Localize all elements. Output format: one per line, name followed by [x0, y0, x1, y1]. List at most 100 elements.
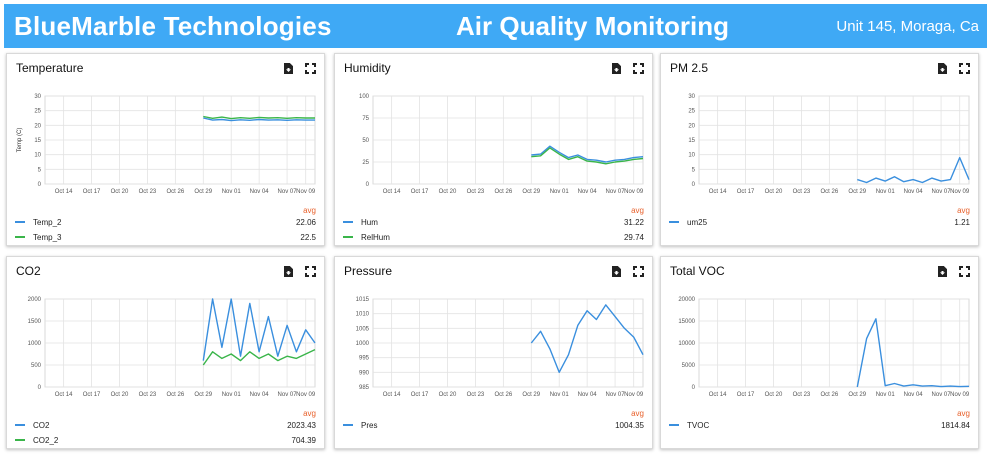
download-icon[interactable] [938, 63, 947, 74]
legend-avg-value: 704.39 [291, 435, 316, 445]
y-tick-label: 100 [359, 94, 370, 100]
legend-item[interactable]: Pres 1004.35 [343, 419, 644, 431]
x-tick-label: Oct 29 [522, 189, 540, 195]
header-banner: BlueMarble Technologies Air Quality Moni… [4, 4, 987, 48]
y-tick-label: 5000 [682, 363, 696, 369]
x-tick-label: Oct 20 [765, 392, 783, 398]
y-tick-label: 1005 [356, 326, 370, 332]
legend-series-name: Hum [361, 217, 378, 227]
x-tick-label: Nov 04 [904, 189, 924, 195]
x-tick-label: Nov 09 [950, 392, 970, 398]
chart-panel: Pressure 985 990 995 1000 1005 1010 1015 Oct 14 O… [334, 256, 653, 449]
series-line-pres [530, 304, 644, 373]
legend-swatch [669, 221, 679, 223]
x-tick-label: Oct 26 [167, 392, 185, 398]
legend-avg-value: 22.5 [300, 232, 316, 242]
download-icon[interactable] [612, 63, 621, 74]
x-tick-label: Oct 14 [709, 189, 727, 195]
y-tick-label: 1500 [28, 319, 42, 325]
x-tick-label: Nov 09 [624, 392, 644, 398]
download-icon[interactable] [938, 266, 947, 277]
x-tick-label: Oct 23 [793, 189, 811, 195]
legend-item[interactable]: RelHum 29.74 [343, 231, 644, 243]
chart-plot: 0 5 10 15 20 25 30 Oct 14 Oct 17 Oct 20 Oct 23 Oct … [17, 94, 316, 195]
fullscreen-icon[interactable] [633, 266, 644, 277]
panel-title: Temperature [16, 61, 84, 75]
legend-avg-value: 29.74 [623, 232, 644, 242]
y-tick-label: 985 [359, 385, 370, 391]
chart-plot: 0 500 1000 1500 2000 Oct 14 Oct 17 Oct 20 Oct 23… [28, 297, 316, 398]
legend-item[interactable]: Temp_3 22.5 [15, 231, 316, 243]
x-tick-label: Nov 01 [550, 392, 570, 398]
legend-swatch [15, 439, 25, 441]
panel-title: CO2 [16, 264, 41, 278]
legend-avg-value: 1.21 [954, 217, 970, 227]
legend-series-name: CO2_2 [33, 435, 59, 445]
x-tick-label: Oct 20 [765, 189, 783, 195]
legend-item[interactable]: um25 1.21 [669, 216, 970, 228]
chart-plot: 0 5000 10000 15000 20000 Oct 14 Oct 17 Oct 20 Oc… [678, 297, 970, 398]
panel-actions [284, 63, 316, 74]
legend-item[interactable]: TVOC 1814.84 [669, 419, 970, 431]
download-icon[interactable] [284, 63, 293, 74]
chart-panel: Humidity 0 25 50 75 100 Oct 14 Oct 17 Oct 20 Oct … [334, 53, 653, 246]
panel-title: Pressure [344, 264, 393, 278]
fullscreen-icon[interactable] [633, 63, 644, 74]
y-tick-label: 25 [688, 109, 695, 115]
y-tick-label: 995 [359, 356, 370, 362]
legend-series-name: TVOC [687, 420, 710, 430]
download-icon[interactable] [612, 266, 621, 277]
x-tick-label: Oct 20 [439, 392, 457, 398]
page-title: Air Quality Monitoring [456, 11, 729, 41]
legend-swatch [669, 424, 679, 426]
download-icon[interactable] [284, 266, 293, 277]
y-tick-label: 990 [359, 370, 370, 376]
panel-actions [612, 266, 644, 277]
panel-actions [938, 63, 970, 74]
legend-swatch [343, 221, 353, 223]
x-tick-label: Oct 26 [821, 189, 839, 195]
series-line-relhum [531, 147, 644, 165]
x-tick-label: Nov 04 [250, 392, 270, 398]
y-axis-label: Temp (C) [17, 128, 23, 153]
y-tick-label: 10000 [678, 341, 695, 347]
y-tick-label: 50 [362, 138, 369, 144]
brand-name: BlueMarble Technologies [14, 11, 332, 41]
x-tick-label: Nov 04 [578, 392, 598, 398]
y-tick-label: 2000 [28, 297, 42, 303]
x-tick-label: Nov 07 [278, 189, 298, 195]
x-tick-label: Oct 14 [383, 189, 401, 195]
x-tick-label: Oct 23 [467, 189, 485, 195]
x-tick-label: Oct 14 [55, 189, 73, 195]
fullscreen-icon[interactable] [959, 63, 970, 74]
series-line-temp-3 [203, 115, 315, 120]
x-tick-label: Nov 09 [296, 189, 316, 195]
legend-series-name: CO2 [33, 420, 50, 430]
y-tick-label: 20 [34, 123, 41, 129]
x-tick-label: Oct 23 [793, 392, 811, 398]
legend-item[interactable]: CO2 2023.43 [15, 419, 316, 431]
legend-item[interactable]: Hum 31.22 [343, 216, 644, 228]
chart-plot: 0 25 50 75 100 Oct 14 Oct 17 Oct 20 Oct 23 Oct 26… [359, 94, 644, 195]
y-tick-label: 75 [362, 116, 369, 122]
fullscreen-icon[interactable] [305, 63, 316, 74]
legend-swatch [15, 221, 25, 223]
fullscreen-icon[interactable] [305, 266, 316, 277]
series-line-co2-2 [202, 348, 316, 366]
x-tick-label: Nov 07 [278, 392, 298, 398]
legend-avg-header: avg [631, 409, 644, 418]
series-line-temp-2 [203, 117, 315, 122]
y-tick-label: 0 [692, 182, 696, 188]
legend-series-name: Temp_3 [33, 232, 62, 242]
legend-item[interactable]: Temp_2 22.06 [15, 216, 316, 228]
y-tick-label: 500 [31, 363, 42, 369]
legend-avg-value: 1814.84 [941, 420, 970, 430]
x-tick-label: Nov 01 [222, 189, 242, 195]
y-tick-label: 0 [692, 385, 696, 391]
legend-item[interactable]: CO2_2 704.39 [15, 434, 316, 446]
x-tick-label: Oct 17 [83, 189, 101, 195]
y-tick-label: 0 [38, 182, 42, 188]
x-tick-label: Oct 14 [55, 392, 73, 398]
fullscreen-icon[interactable] [959, 266, 970, 277]
panel-title: Total VOC [670, 264, 725, 278]
